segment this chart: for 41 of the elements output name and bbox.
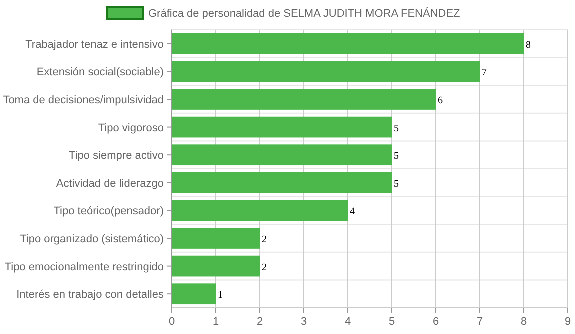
bar — [172, 144, 392, 166]
bar — [172, 256, 260, 277]
y-tick-label: Toma de decisiones/impulsividad — [3, 94, 164, 106]
x-tick-label: 3 — [300, 316, 308, 328]
bar — [172, 200, 348, 222]
bar — [172, 33, 524, 54]
data-label: 2 — [262, 234, 267, 246]
y-tick-label: Extensión social(sociable) — [36, 66, 164, 79]
x-tick-label: 6 — [432, 316, 440, 328]
x-tick-label: 4 — [344, 316, 352, 328]
legend-label: Gráfica de personalidad de SELMA JUDITH MORA FENÁNDEZ — [148, 7, 461, 20]
y-tick-label: Tipo vigoroso — [98, 122, 164, 134]
x-tick-label: 1 — [212, 316, 220, 328]
data-label: 5 — [394, 151, 399, 162]
bar — [172, 61, 480, 82]
y-tick-label: Tipo teórico(pensador) — [54, 206, 164, 218]
bar — [172, 116, 392, 138]
x-tick-label: 2 — [256, 316, 264, 328]
data-label: 4 — [350, 206, 355, 218]
data-label: 2 — [262, 262, 267, 274]
bar — [172, 89, 436, 110]
bar — [172, 228, 260, 249]
y-tick-label: Trabajador tenaz e intensivo — [26, 38, 164, 51]
x-tick-label: 9 — [564, 316, 572, 328]
x-tick-label: 8 — [520, 316, 528, 328]
data-label: 7 — [482, 68, 487, 79]
x-tick-label: 0 — [168, 316, 176, 328]
data-label: 5 — [394, 178, 399, 190]
y-tick-label: Tipo organizado (sistemático) — [20, 234, 164, 246]
data-label: 8 — [526, 40, 531, 51]
x-tick-label: 7 — [476, 316, 484, 328]
data-label: 1 — [218, 290, 223, 302]
y-tick-label: Actividad de liderazgo — [56, 178, 164, 190]
x-tick-label: 5 — [388, 316, 396, 328]
bar — [172, 172, 392, 194]
data-label: 6 — [438, 96, 443, 106]
data-label: 5 — [394, 123, 399, 134]
y-tick-label: Interés en trabajo con detalles — [16, 289, 164, 302]
y-tick-label: Tipo siempre activo — [69, 150, 164, 162]
bar — [172, 284, 216, 305]
y-tick-label: Tipo emocionalmente restringido — [4, 261, 164, 274]
